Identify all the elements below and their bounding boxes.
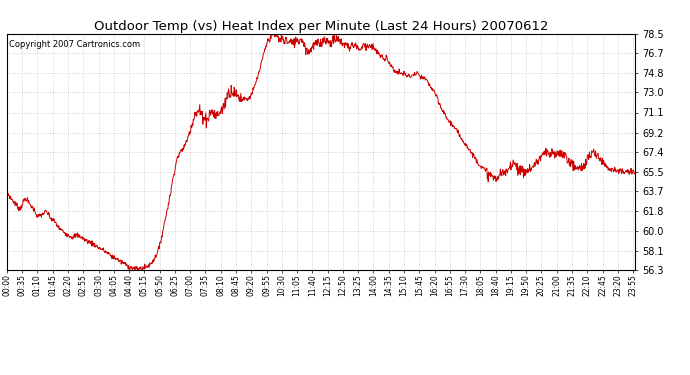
Title: Outdoor Temp (vs) Heat Index per Minute (Last 24 Hours) 20070612: Outdoor Temp (vs) Heat Index per Minute … bbox=[94, 20, 548, 33]
Text: Copyright 2007 Cartronics.com: Copyright 2007 Cartronics.com bbox=[9, 40, 140, 49]
